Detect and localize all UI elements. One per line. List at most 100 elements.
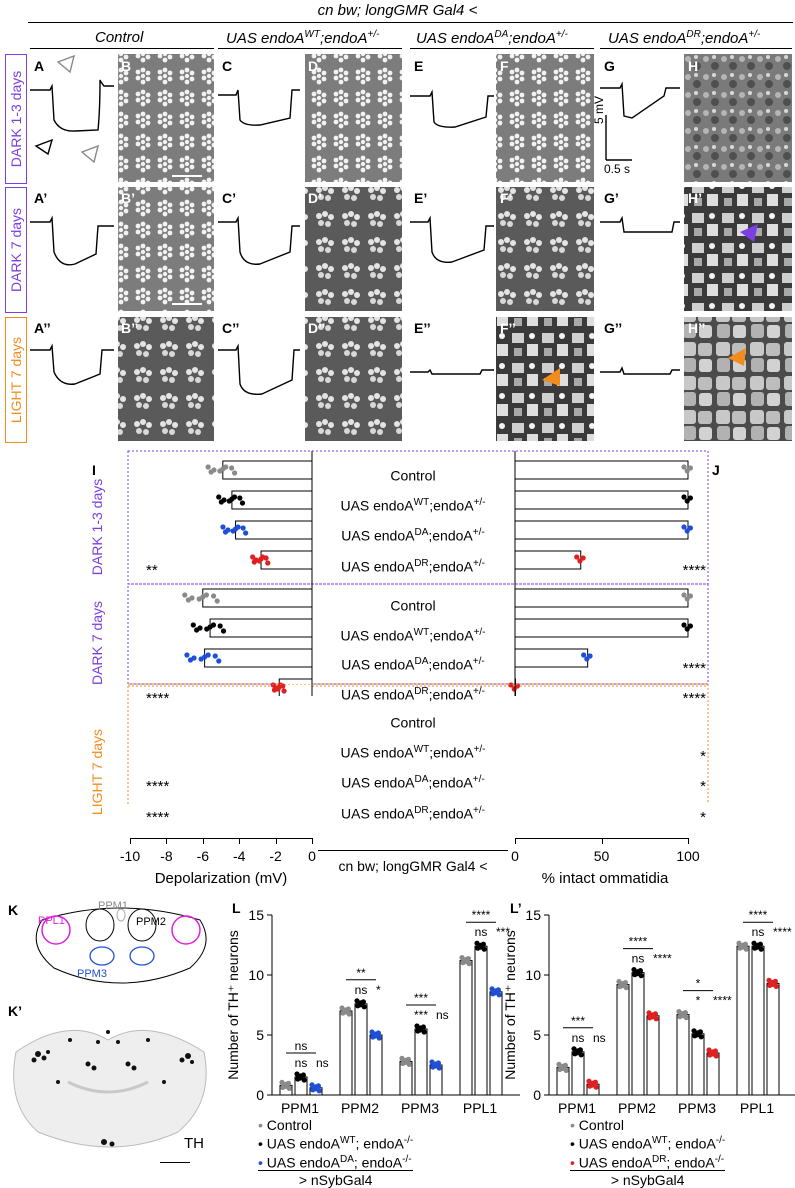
axis-line-J — [515, 838, 688, 839]
data-point-panel_L — [418, 1025, 424, 1031]
significance-I: ** — [146, 562, 158, 579]
column-header-wt: UAS endoAWT;endoA+/- — [226, 29, 380, 47]
column-header-control: Control — [95, 29, 144, 46]
middle-footer: cn bw; longGMR Gal4 < — [338, 858, 488, 874]
middle-row-label: UAS endoADA;endoA+/- — [341, 656, 485, 673]
data-point-I — [235, 524, 241, 530]
data-point-panel_Lp — [638, 973, 644, 979]
data-point-panel_Lp — [571, 1046, 577, 1052]
scale-label-s: 0.5 s — [604, 162, 631, 176]
panel-letter: F — [500, 58, 509, 74]
data-point-panel_L — [466, 961, 472, 967]
y-tick-label: 5 — [256, 1027, 264, 1043]
micrograph-H — [684, 54, 792, 182]
data-point-I — [214, 598, 220, 604]
micrograph-H-dprime — [684, 317, 792, 441]
data-point-panel_Lp — [706, 1047, 712, 1053]
bar-panel_L — [489, 991, 503, 1096]
tick-label-I: -4 — [232, 848, 246, 864]
sig-label: **** — [749, 908, 768, 922]
micrograph-B-prime — [118, 187, 214, 311]
tick-J — [515, 838, 516, 844]
significance-J: * — [700, 748, 706, 765]
bar-J — [514, 588, 689, 608]
label-ppm3: PPM3 — [77, 968, 107, 980]
data-point-panel_L — [343, 1007, 349, 1013]
bar-I — [235, 520, 313, 540]
data-point-panel_L — [294, 1071, 300, 1077]
middle-row-label: UAS endoADA;endoA+/- — [341, 774, 485, 791]
data-point-panel_Lp — [755, 942, 761, 948]
x-tick-label: PPM3 — [678, 1100, 716, 1116]
data-point-J — [687, 525, 694, 531]
erg-trace-G-dprime — [600, 366, 680, 375]
data-point-panel_L — [376, 1035, 382, 1041]
middle-row-label: UAS endoADA;endoA+/- — [341, 527, 485, 544]
chart-panel_L: 0 5 10 15 Number of TH⁺ neurons PPM1 PPM2 PPM3 P… — [225, 907, 520, 1116]
data-point-panel_Lp — [650, 1012, 656, 1018]
data-point-I — [265, 560, 271, 566]
data-point-panel_L — [354, 998, 360, 1004]
micrograph-F-prime — [496, 187, 594, 311]
data-point-panel_Lp — [680, 1011, 686, 1017]
data-point-panel_L — [421, 1029, 427, 1035]
data-point-panel_Lp — [635, 969, 641, 975]
data-point-panel_Lp — [751, 940, 757, 946]
data-point-I — [253, 557, 259, 563]
arrowhead-purple — [740, 224, 758, 242]
bar-panel_Lp — [616, 984, 630, 1096]
data-point-I — [239, 500, 246, 506]
data-point-panel_L — [489, 986, 495, 992]
sig-label: *** — [414, 991, 428, 1005]
data-point-I — [260, 554, 266, 560]
column-rule — [410, 48, 594, 49]
panel-letter: G’ — [604, 190, 619, 206]
bar-panel_L — [354, 1003, 368, 1096]
data-point-panel_L — [493, 988, 499, 994]
panel-letter-J: J — [712, 462, 720, 478]
erg-trace-A — [30, 79, 114, 132]
micrograph-D-prime — [305, 187, 402, 311]
data-point-panel_Lp — [616, 979, 622, 985]
erg-trace-A-dprime — [30, 343, 114, 385]
bar-panel_L — [339, 1010, 353, 1096]
sig-label: **** — [653, 952, 672, 966]
data-point-J — [580, 555, 586, 561]
data-point-panel_Lp — [623, 985, 629, 991]
panel-letter-L: L — [232, 900, 241, 916]
middle-row-label: UAS endoADR;endoA+/- — [341, 686, 485, 703]
bar-J — [514, 550, 582, 570]
panel-letter: A’’ — [34, 320, 51, 336]
panel-letter-I: I — [92, 462, 96, 478]
data-point-panel_L — [403, 1057, 409, 1063]
erg-trace-C-prime — [218, 215, 300, 265]
tick-label-I: -8 — [160, 848, 173, 864]
tick-label-I: -6 — [196, 848, 210, 864]
bar-panel_Lp — [631, 972, 645, 1096]
dashed-box-dark13 — [127, 450, 709, 585]
y-tick-label: 0 — [256, 1087, 264, 1103]
genotype-title: cn bw; longGMR Gal4 < — [317, 2, 478, 19]
sig-label: ns — [316, 1056, 329, 1070]
data-point-panel_Lp — [683, 1015, 689, 1021]
significance-J: * — [700, 809, 706, 826]
x-tick-label: PPM3 — [401, 1100, 439, 1116]
data-point-I — [281, 688, 287, 694]
header-line — [28, 22, 793, 23]
data-point-panel_L — [279, 1079, 285, 1085]
column-header-dr: UAS endoADR;endoA+/- — [608, 29, 761, 47]
data-point-panel_L — [358, 1000, 364, 1006]
bar-panel_L — [369, 1034, 383, 1096]
bar-panel_L — [459, 960, 473, 1096]
panel-letter: E — [414, 58, 424, 74]
panel-letter: D’’ — [308, 320, 326, 336]
sig-label: **** — [713, 994, 732, 1008]
brain-outline — [35, 907, 207, 984]
ppm2-region — [85, 908, 115, 942]
label-ppm1: PPM1 — [98, 900, 128, 912]
erg-trace-E-dprime — [410, 368, 494, 375]
ppl1-region — [171, 915, 201, 945]
data-point-panel_L — [313, 1084, 319, 1090]
label-ppl1: PPL1 — [38, 915, 65, 927]
data-point-I — [205, 464, 211, 470]
